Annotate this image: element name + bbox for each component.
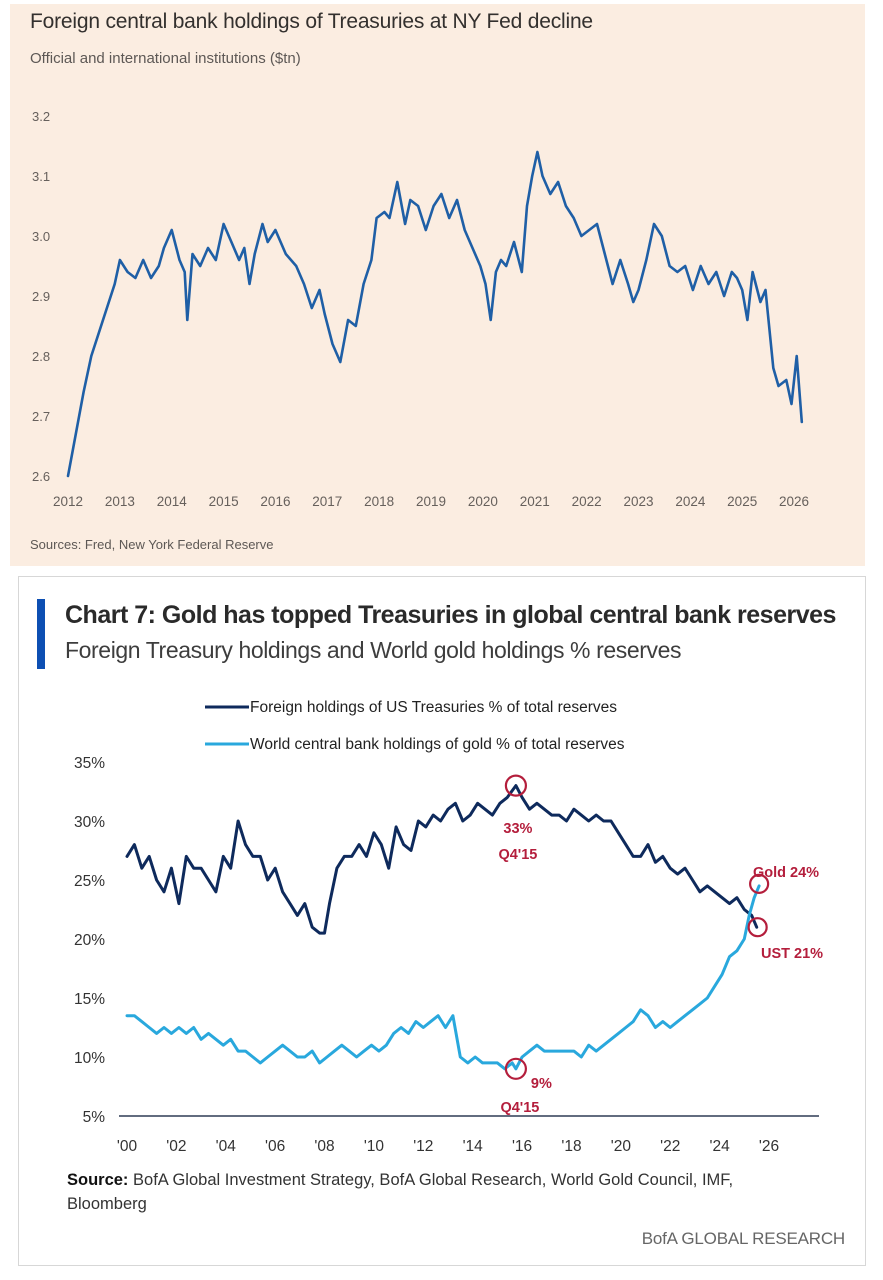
annotation-label: Gold 24% (753, 865, 819, 881)
x-tick-label: 2016 (260, 494, 290, 509)
y-tick-label: 10% (74, 1050, 105, 1067)
annotation-circle-peak (504, 774, 528, 797)
x-tick-label: 2023 (623, 494, 653, 509)
chart-title: Chart 7: Gold has topped Treasuries in g… (65, 601, 836, 629)
x-tick-label: 2013 (105, 494, 135, 509)
x-tick-label: 2024 (675, 494, 706, 509)
y-tick-label: 20% (74, 932, 105, 949)
x-tick-label: '12 (413, 1138, 433, 1155)
line-chart-gold-vs-treasuries: 5% 10% 15% 20% 25% 30% 35% '00 '02 '04 '06 '08 '10 '1… (74, 699, 823, 1155)
y-tick-label: 2.6 (32, 469, 50, 484)
chart-panel-bofa: Chart 7: Gold has topped Treasuries in g… (18, 576, 866, 1266)
x-tick-label: 2017 (312, 494, 342, 509)
y-tick-label: 2.7 (32, 409, 50, 424)
annotation-circle-gold (749, 873, 770, 894)
series-line-official-institutions (66, 150, 804, 478)
annotation-label: 9% (531, 1076, 552, 1092)
annotation-label: 33% (503, 821, 532, 837)
y-tick-label: 3.1 (32, 169, 50, 184)
x-tick-label: '04 (216, 1138, 237, 1155)
x-tick-label: '00 (117, 1138, 138, 1155)
title-accent-bar (37, 599, 45, 669)
series-line-treasuries (125, 784, 759, 935)
annotation-circle-trough (504, 1057, 528, 1080)
annotation-circle-ust (747, 917, 768, 938)
x-tick-label: '06 (265, 1138, 285, 1155)
x-tick-label: '18 (561, 1138, 581, 1155)
x-tick-label: '10 (364, 1138, 385, 1155)
x-tick-label: 2015 (209, 494, 239, 509)
x-tick-label: '14 (463, 1138, 484, 1155)
x-tick-label: 2025 (727, 494, 757, 509)
y-tick-label: 2.8 (32, 349, 50, 364)
x-tick-label: 2018 (364, 494, 394, 509)
y-tick-label: 3.2 (32, 109, 50, 124)
y-tick-label: 5% (83, 1109, 106, 1126)
annotation-sublabel: Q4'15 (500, 1100, 539, 1116)
annotation-sublabel: Q4'15 (498, 847, 537, 863)
chart-panel-ny-fed: Foreign central bank holdings of Treasur… (10, 4, 865, 566)
y-tick-label: 15% (74, 991, 105, 1008)
x-tick-label: '24 (710, 1138, 731, 1155)
y-tick-label: 30% (74, 814, 105, 831)
x-tick-label: '20 (611, 1138, 632, 1155)
source-label: Source: (67, 1171, 129, 1189)
chart-source: Source: BofA Global Investment Strategy,… (67, 1168, 807, 1216)
y-tick-label: 2.9 (32, 289, 50, 304)
x-tick-label: '02 (166, 1138, 186, 1155)
chart-title: Foreign central bank holdings of Treasur… (30, 10, 593, 33)
chart-subtitle: Foreign Treasury holdings and World gold… (65, 637, 682, 663)
x-tick-label: 2020 (468, 494, 498, 509)
annotation-label: UST 21% (761, 946, 823, 962)
chart-subtitle: Official and international institutions … (30, 50, 301, 67)
y-tick-label: 35% (74, 755, 105, 772)
x-tick-label: '22 (660, 1138, 680, 1155)
legend-label: Foreign holdings of US Treasuries % of t… (250, 699, 617, 716)
x-tick-label: '26 (759, 1138, 779, 1155)
x-tick-label: 2022 (572, 494, 602, 509)
series-line-gold (125, 884, 761, 1071)
x-tick-label: 2021 (520, 494, 550, 509)
x-tick-label: '08 (314, 1138, 334, 1155)
x-tick-label: 2014 (157, 494, 188, 509)
chart-source: Sources: Fred, New York Federal Reserve (30, 537, 274, 552)
x-tick-label: 2026 (779, 494, 809, 509)
x-tick-label: 2019 (416, 494, 446, 509)
legend-label: World central bank holdings of gold % of… (250, 736, 625, 753)
x-tick-label: 2012 (53, 494, 83, 509)
source-text: BofA Global Investment Strategy, BofA Gl… (67, 1171, 734, 1213)
brand-logo-text: BofA GLOBAL RESEARCH (641, 1229, 845, 1248)
x-tick-label: '16 (512, 1138, 532, 1155)
y-tick-label: 3.0 (32, 229, 50, 244)
y-tick-label: 25% (74, 873, 105, 890)
line-chart-ny-fed: 2.6 2.7 2.8 2.9 3.0 3.1 3.2 2012 2013 2014 2015 201… (32, 109, 809, 509)
